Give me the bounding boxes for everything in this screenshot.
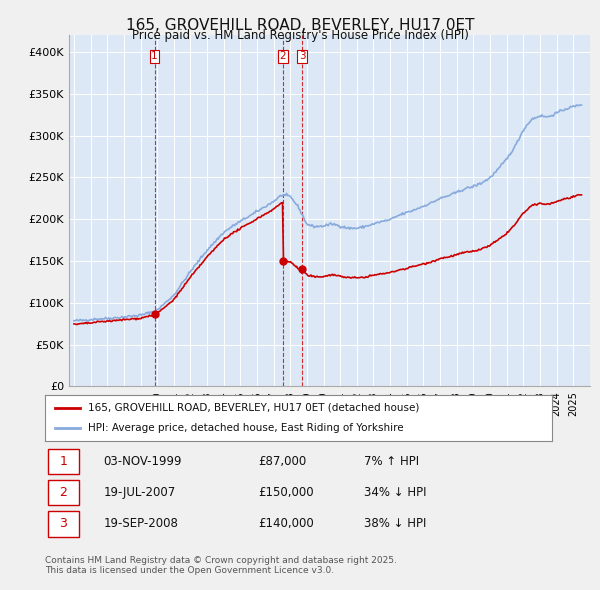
Text: 165, GROVEHILL ROAD, BEVERLEY, HU17 0ET: 165, GROVEHILL ROAD, BEVERLEY, HU17 0ET [126,18,474,32]
FancyBboxPatch shape [47,511,79,536]
Text: 19-SEP-2008: 19-SEP-2008 [103,517,178,530]
Text: This data is licensed under the Open Government Licence v3.0.: This data is licensed under the Open Gov… [45,566,334,575]
Text: 3: 3 [299,51,305,61]
Text: £150,000: £150,000 [258,486,314,499]
Text: 1: 1 [151,51,158,61]
Text: 165, GROVEHILL ROAD, BEVERLEY, HU17 0ET (detached house): 165, GROVEHILL ROAD, BEVERLEY, HU17 0ET … [88,402,419,412]
FancyBboxPatch shape [47,480,79,506]
Text: 19-JUL-2007: 19-JUL-2007 [103,486,176,499]
Text: £140,000: £140,000 [258,517,314,530]
FancyBboxPatch shape [47,449,79,474]
Text: 34% ↓ HPI: 34% ↓ HPI [364,486,427,499]
Text: 38% ↓ HPI: 38% ↓ HPI [364,517,427,530]
Text: 2: 2 [59,486,67,499]
Text: Price paid vs. HM Land Registry's House Price Index (HPI): Price paid vs. HM Land Registry's House … [131,30,469,42]
Text: HPI: Average price, detached house, East Riding of Yorkshire: HPI: Average price, detached house, East… [88,423,404,433]
Text: 7% ↑ HPI: 7% ↑ HPI [364,455,419,468]
Text: £87,000: £87,000 [258,455,306,468]
Text: 2: 2 [280,51,286,61]
Text: 1: 1 [59,455,67,468]
Text: Contains HM Land Registry data © Crown copyright and database right 2025.: Contains HM Land Registry data © Crown c… [45,556,397,565]
Text: 03-NOV-1999: 03-NOV-1999 [103,455,182,468]
Text: 3: 3 [59,517,67,530]
